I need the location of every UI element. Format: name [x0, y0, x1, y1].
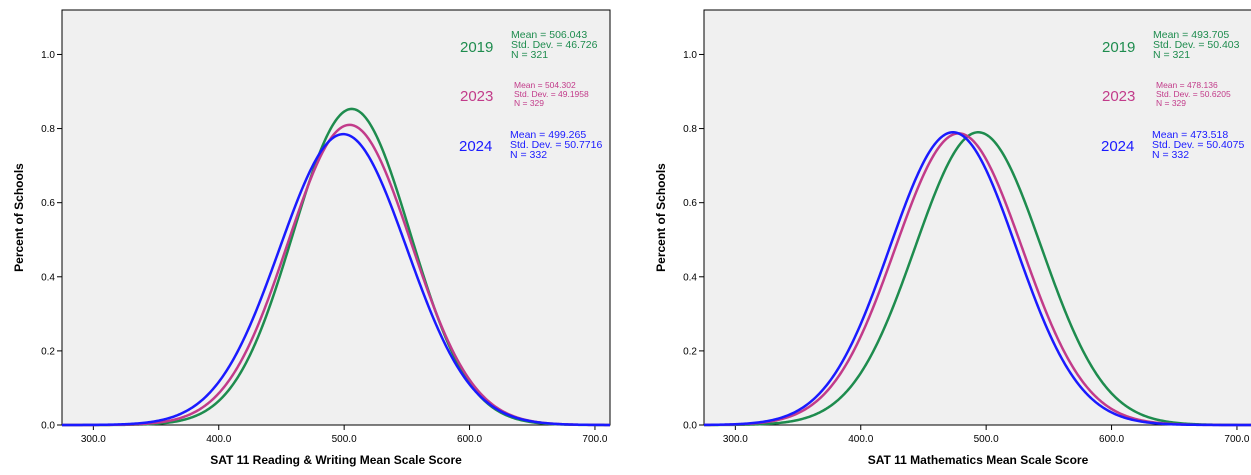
- right-chart-plot-area: [703, 9, 1251, 426]
- right-chart-x-tick-label: 300.0: [723, 434, 748, 445]
- left-chart-plot-area: [61, 9, 611, 426]
- left-chart-x-tick-label: 300.0: [81, 434, 106, 445]
- left-chart-series-2023-stat-line: Std. Dev. = 49.1958: [514, 89, 589, 99]
- right-chart-series-2024-stat-line: N = 332: [1152, 149, 1189, 161]
- right-chart-y-tick-label: 0.0: [683, 421, 697, 432]
- right-chart-series-2019-year-label: 2019: [1102, 39, 1135, 56]
- left-chart-x-tick-label: 700.0: [582, 434, 607, 445]
- left-chart-y-tick-label: 1.0: [41, 50, 55, 61]
- right-chart-series-2023-year-label: 2023: [1102, 88, 1135, 105]
- left-chart-series-2024-year-label: 2024: [459, 138, 492, 155]
- left-chart-y-tick-label: 0.6: [41, 198, 55, 209]
- right-chart-series-2019-stat-line: Mean = 493.705: [1153, 29, 1229, 41]
- right-chart-series-2019-stat-line: N = 321: [1153, 49, 1190, 61]
- left-chart-series-2019-stat-line: N = 321: [511, 49, 548, 61]
- left-chart-series-2023-year-label: 2023: [460, 88, 493, 105]
- left-chart-series-2024-stat-line: Mean = 499.265: [510, 129, 586, 141]
- left-chart-y-axis-label: Percent of Schools: [12, 163, 26, 272]
- left-chart-series-2019-stat-line: Std. Dev. = 46.726: [511, 39, 598, 51]
- left-chart-series-2023-stat-line: Mean = 504.302: [514, 80, 576, 90]
- right-chart-series-2024-stat-line: Mean = 473.518: [1152, 129, 1228, 141]
- right-chart-series-2024-stat-line: Std. Dev. = 50.4075: [1152, 139, 1244, 151]
- right-chart-series-2024-curve: [703, 131, 1251, 427]
- left-chart-series-2024-stat-line: Std. Dev. = 50.7716: [510, 139, 602, 151]
- right-chart-x-tick-label: 600.0: [1099, 434, 1124, 445]
- left-chart-series-2023-stat-line: N = 329: [514, 98, 544, 108]
- left-chart-series-2024-stat-line: N = 332: [510, 149, 547, 161]
- right-chart-x-tick-label: 500.0: [974, 434, 999, 445]
- right-chart-series-2019-stat-line: Std. Dev. = 50.403: [1153, 39, 1240, 51]
- right-chart-series-2023-stat-line: Std. Dev. = 50.6205: [1156, 89, 1231, 99]
- chart-panel-mathematics: 0.0 0.2 0.4 0.6 0.8 1.0 300.0 400.0 500.0 600.0 70…: [642, 0, 1251, 470]
- left-chart-y-tick-label: 0.0: [41, 421, 55, 432]
- left-chart-x-axis-label: SAT 11 Reading & Writing Mean Scale Scor…: [210, 453, 462, 467]
- chart-svg-mathematics: 0.0 0.2 0.4 0.6 0.8 1.0 300.0 400.0 500.0 600.0 70…: [654, 9, 1251, 467]
- left-chart-y-tick-label: 0.2: [41, 346, 55, 357]
- left-chart-series-2024-curve: [62, 132, 611, 427]
- right-chart-y-axis-label: Percent of Schools: [654, 163, 668, 272]
- right-chart-series-2023-stat-line: Mean = 478.136: [1156, 80, 1218, 90]
- left-chart-series-2019-stat-line: Mean = 506.043: [511, 29, 587, 41]
- left-chart-x-tick-label: 500.0: [332, 434, 357, 445]
- right-chart-x-axis-label: SAT 11 Mathematics Mean Scale Score: [868, 453, 1089, 467]
- left-chart-series-2019-year-label: 2019: [460, 39, 493, 56]
- right-chart-y-tick-label: 1.0: [683, 50, 697, 61]
- left-chart-y-tick-label: 0.4: [41, 272, 55, 283]
- chart-panel-reading-writing: 0.0 0.2 0.4 0.6 0.8 1.0 300.0 400.0 500.0 600.0 70…: [0, 0, 625, 470]
- right-chart-y-tick-label: 0.8: [683, 124, 697, 135]
- left-chart-x-tick-label: 400.0: [206, 434, 231, 445]
- right-chart-x-tick-label: 700.0: [1224, 434, 1249, 445]
- chart-svg-reading-writing: 0.0 0.2 0.4 0.6 0.8 1.0 300.0 400.0 500.0 600.0 70…: [12, 9, 611, 467]
- right-chart-y-tick-label: 0.6: [683, 198, 697, 209]
- right-chart-x-tick-label: 400.0: [848, 434, 873, 445]
- right-chart-series-2023-stat-line: N = 329: [1156, 98, 1186, 108]
- right-chart-series-2024-year-label: 2024: [1101, 138, 1134, 155]
- right-chart-series-2019-curve: [703, 131, 1251, 427]
- right-chart-y-tick-label: 0.2: [683, 346, 697, 357]
- right-chart-y-tick-label: 0.4: [683, 272, 697, 283]
- left-chart-x-tick-label: 600.0: [457, 434, 482, 445]
- left-chart-y-tick-label: 0.8: [41, 124, 55, 135]
